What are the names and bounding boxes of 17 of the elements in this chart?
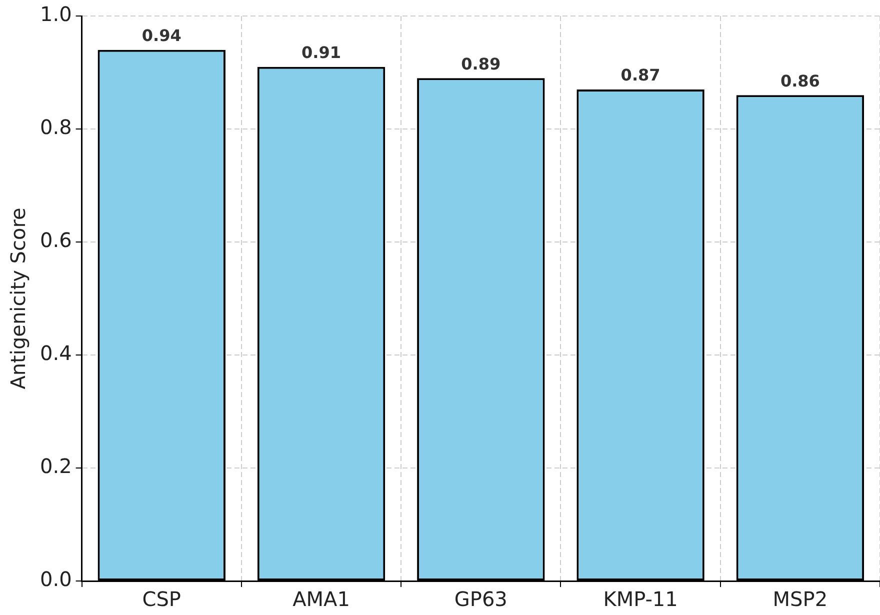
data-label: 0.89 (461, 54, 501, 74)
y-tick-label: 0.8 (40, 115, 72, 140)
data-label: 0.91 (302, 43, 342, 62)
x-tick-label: MSP2 (772, 587, 828, 612)
y-tick-label: 0.4 (40, 341, 72, 366)
y-tick-label: 0.6 (40, 228, 72, 252)
y-tick-label: 0.2 (40, 454, 72, 478)
data-label: 0.87 (620, 66, 660, 85)
data-label: 0.86 (780, 71, 820, 90)
data-label: 0.94 (142, 26, 182, 46)
x-tick-label: GP63 (454, 587, 508, 612)
y-tick-label: 0.0 (40, 567, 72, 592)
x-tick-label: KMP-11 (603, 587, 678, 612)
y-axis-title: Antigenicity Score (6, 208, 30, 390)
x-tick-label: AMA1 (292, 587, 350, 612)
x-tick-label: CSP (142, 587, 181, 612)
y-tick-label: 1.0 (40, 2, 72, 26)
